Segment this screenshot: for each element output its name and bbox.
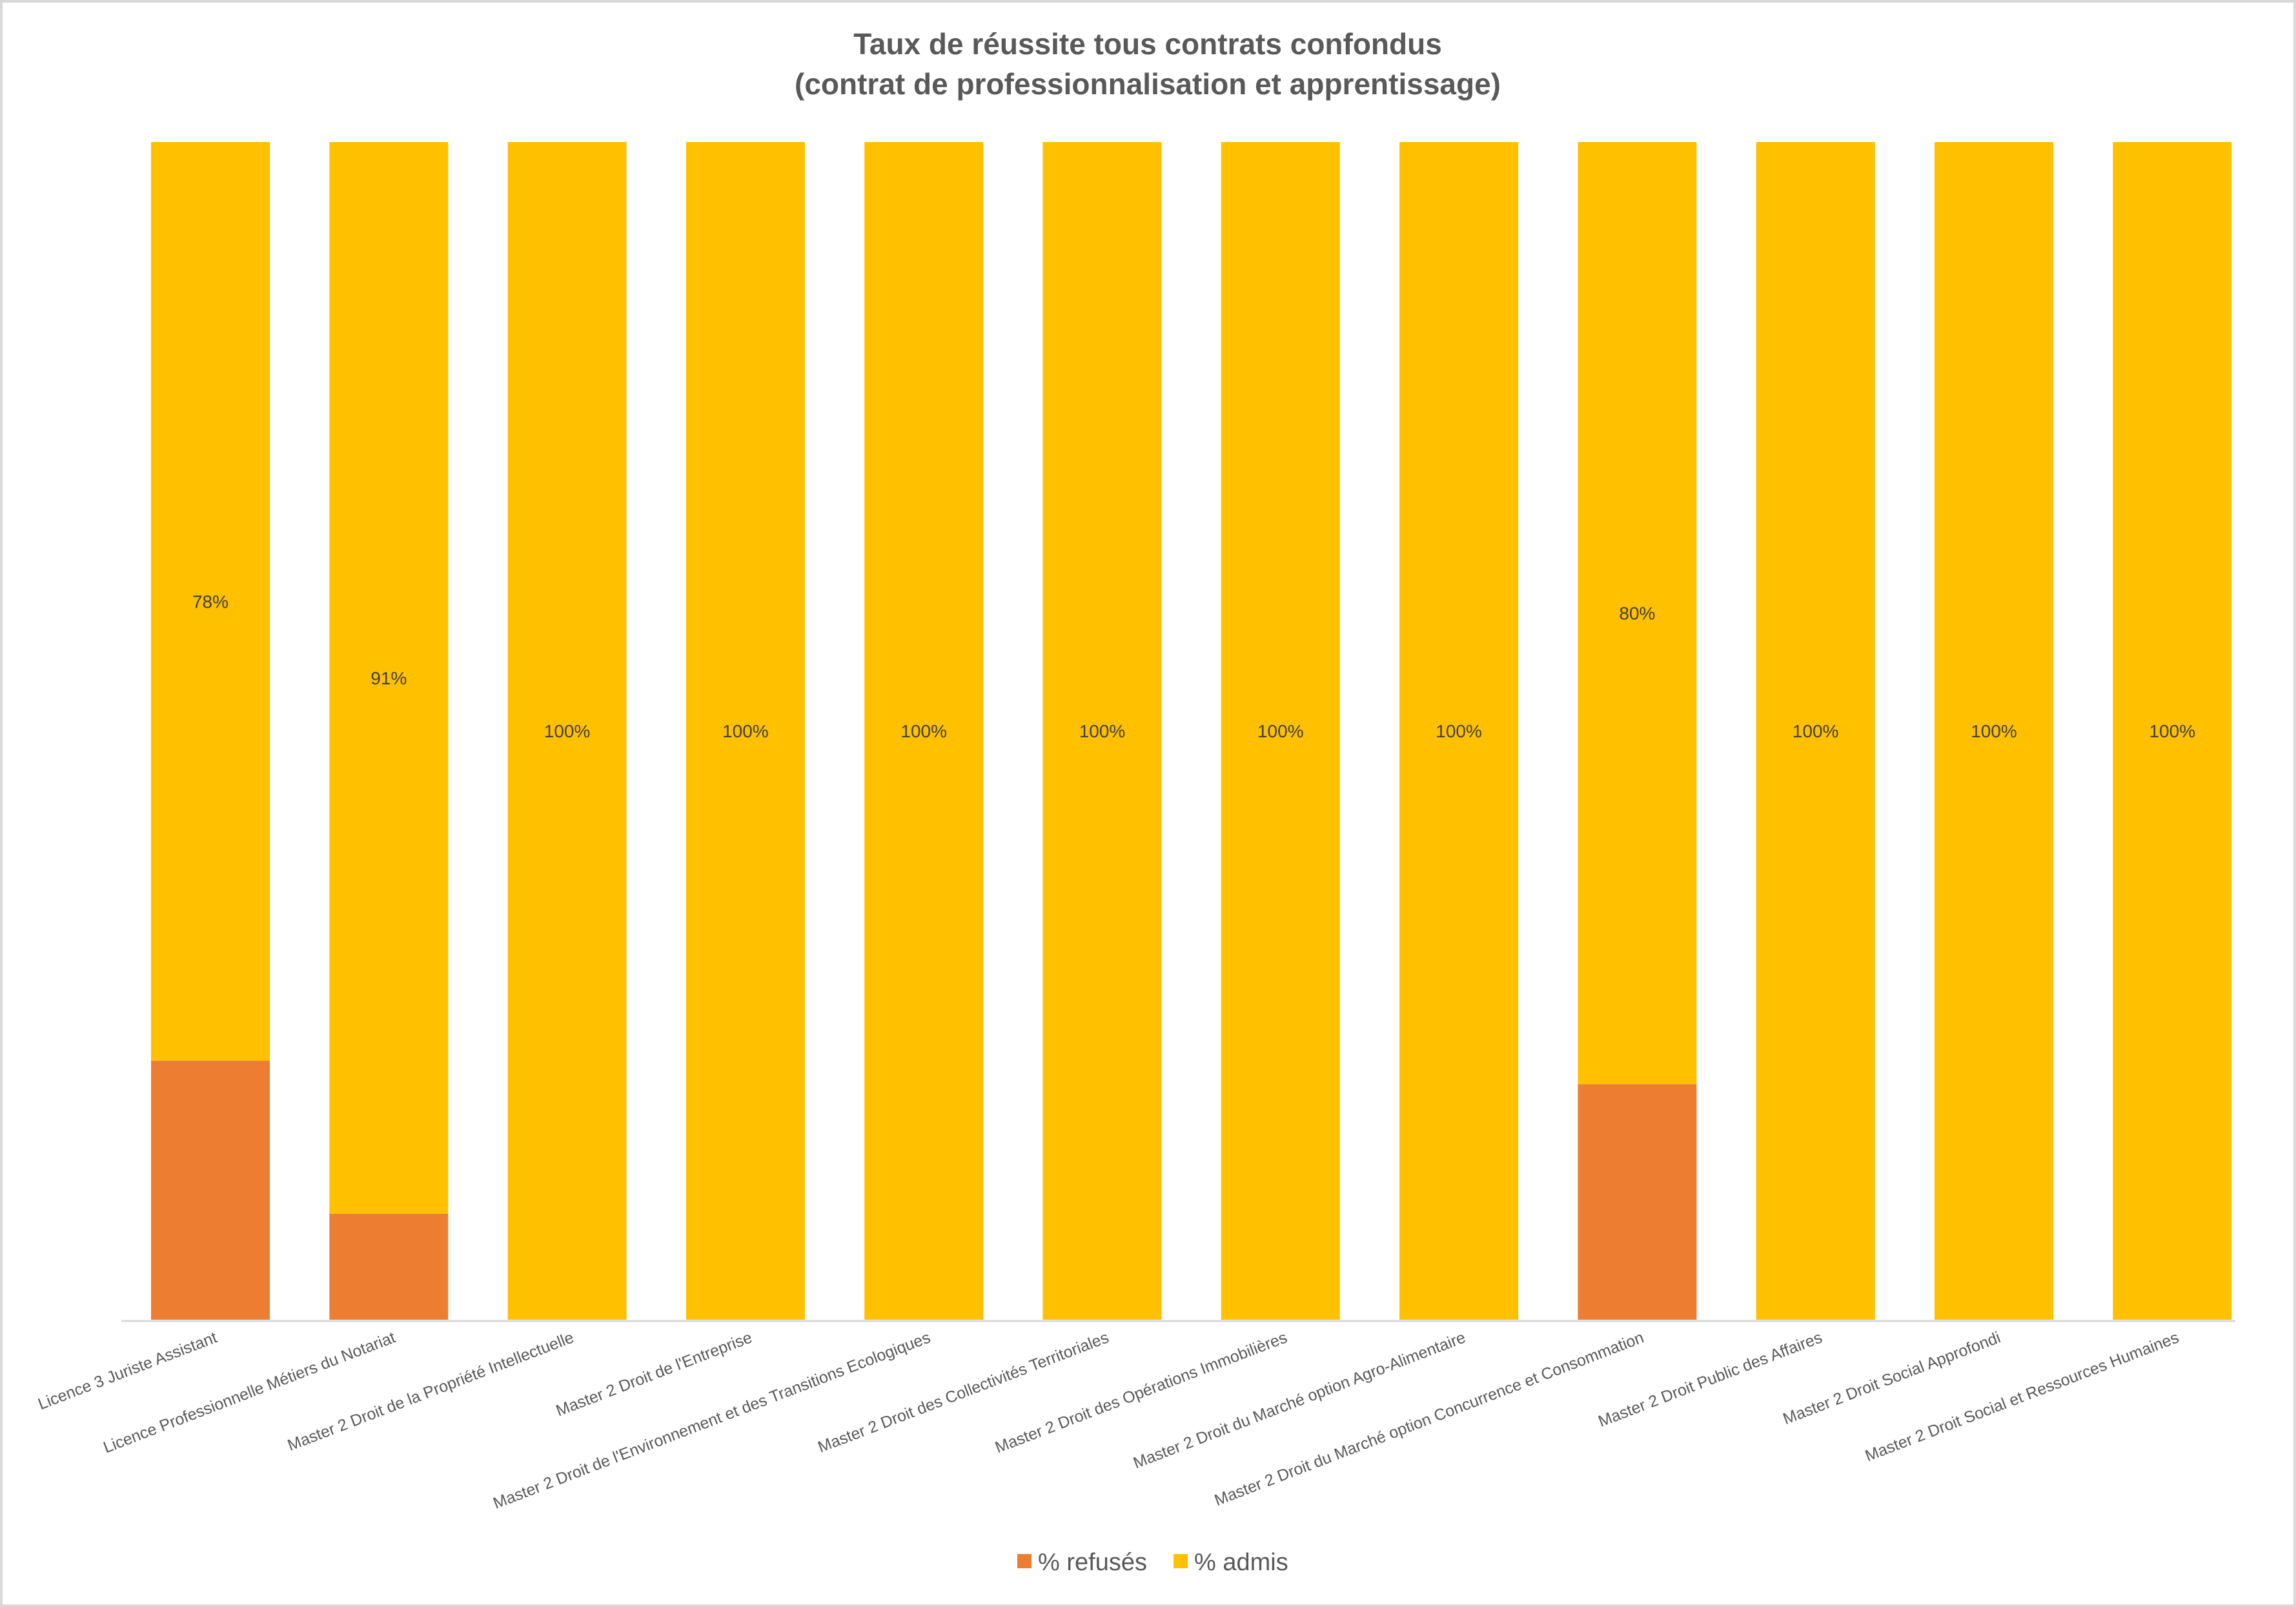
bar-admis [507,142,627,1320]
data-label: 78% [192,591,229,611]
bar-admis [151,142,270,1061]
bar-admis [1042,142,1162,1320]
legend-label: % refusés [1038,1549,1147,1576]
legend-swatch [1017,1554,1031,1568]
bar-refuses [151,1060,270,1320]
bar-admis [1756,142,1875,1320]
data-label: 100% [900,721,947,741]
chart-subtitle: (contrat de professionnalisation et appr… [795,67,1501,101]
data-label: 100% [1079,721,1126,741]
bar-admis [1399,142,1519,1320]
bar-admis [1935,142,2053,1320]
bar-admis [1578,142,1697,1085]
data-label: 100% [2149,721,2195,741]
bar-admis [329,142,449,1214]
bar-admis [1221,142,1340,1320]
data-label: 100% [1257,721,1304,741]
data-label: 100% [722,721,769,741]
chart-title: Taux de réussite tous contrats confondus [853,27,1442,61]
data-label: 100% [544,721,591,741]
bar-admis [686,142,805,1320]
legend: % refusés % admis [1017,1549,1288,1576]
bar-refuses [1578,1084,1697,1320]
bar-admis [2113,142,2232,1320]
bar-admis [864,142,984,1320]
bars-group: 78% 91% 100% 100% 100% 100% 100% 100% 80% 100% 100… [151,142,2232,1320]
data-label: 91% [371,668,407,688]
bar-refuses [329,1213,449,1320]
legend-label: % admis [1194,1549,1288,1576]
data-label: 80% [1619,604,1655,624]
legend-swatch [1173,1554,1188,1568]
data-label: 100% [1793,721,1839,741]
data-label: 100% [1971,721,2017,741]
data-label: 100% [1436,721,1482,741]
